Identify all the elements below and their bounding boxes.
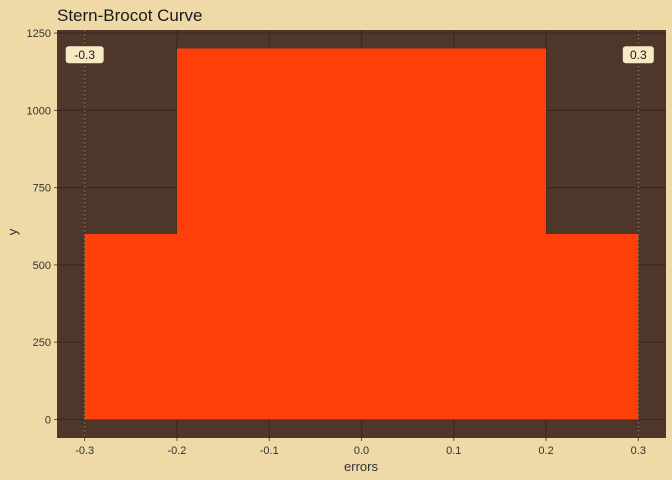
annotation-label: 0.3 <box>630 48 647 62</box>
area-series <box>84 48 639 420</box>
y-axis-ticks: 0 250 500 750 1000 1250 <box>27 28 57 426</box>
x-axis-ticks: -0.3 -0.2 -0.1 0.0 0.1 0.2 0.3 <box>75 438 646 457</box>
y-axis-label: y <box>5 228 20 235</box>
x-tick-label: -0.2 <box>167 445 186 457</box>
y-tick-label: 1250 <box>27 28 51 40</box>
y-tick-label: 0 <box>45 414 51 426</box>
area-layer <box>84 48 639 420</box>
annotation-label: -0.3 <box>74 48 95 62</box>
x-tick-label: 0.1 <box>446 445 461 457</box>
x-tick-label: 0.0 <box>354 445 369 457</box>
x-axis-label: errors <box>344 459 378 474</box>
x-tick-label: 0.3 <box>631 445 646 457</box>
annotation-layer: -0.3 0.3 <box>65 46 654 64</box>
annotation-box <box>622 46 654 64</box>
x-tick-label: -0.1 <box>260 445 279 457</box>
x-tick-label: -0.3 <box>75 445 94 457</box>
y-tick-label: 500 <box>33 260 51 272</box>
y-tick-label: 250 <box>33 337 51 349</box>
y-tick-label: 750 <box>33 183 51 195</box>
reference-lines <box>84 30 639 438</box>
chart-title: Stern-Brocot Curve <box>57 6 203 25</box>
y-tick-label: 1000 <box>27 105 51 117</box>
annotation-box <box>65 46 104 64</box>
x-tick-label: 0.2 <box>538 445 553 457</box>
